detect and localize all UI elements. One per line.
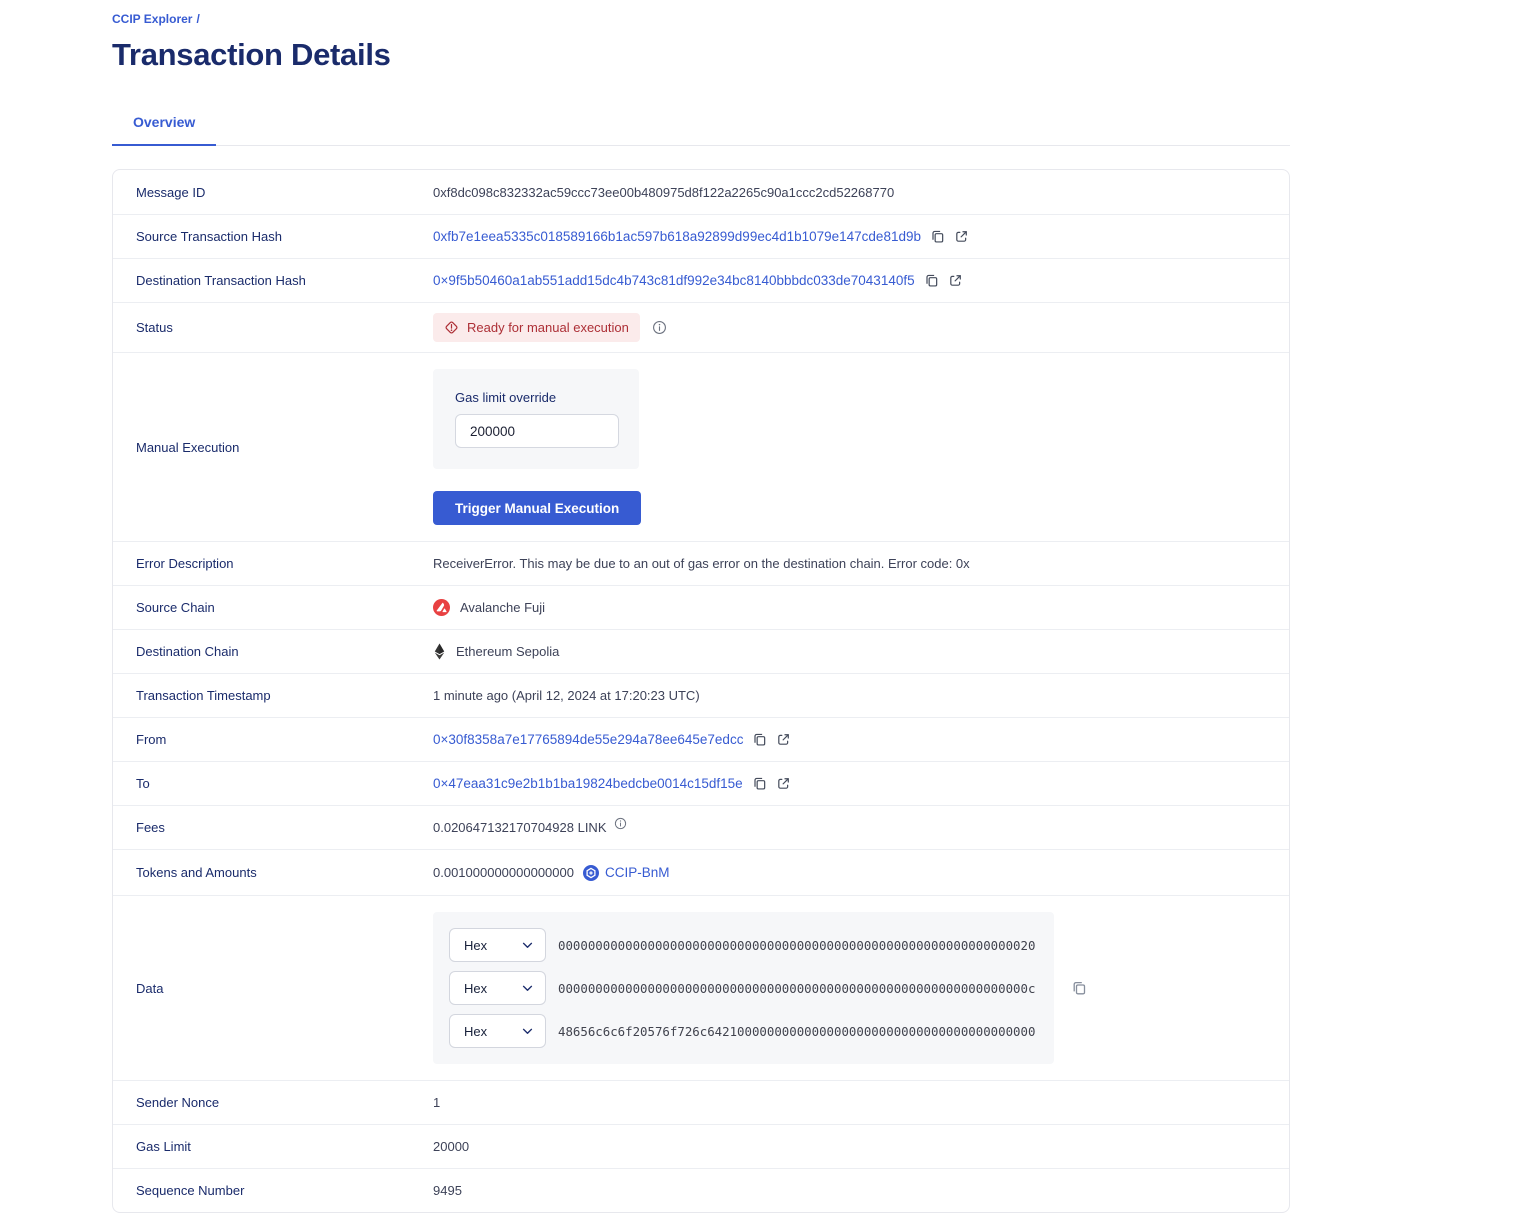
- error-description-value: ReceiverError. This may be due to an out…: [433, 556, 970, 571]
- table-row-status: Status Ready for manual execution: [113, 302, 1289, 352]
- table-row-sender-nonce: Sender Nonce 1: [113, 1080, 1289, 1124]
- copy-icon[interactable]: [752, 732, 767, 747]
- tab-overview[interactable]: Overview: [112, 114, 217, 146]
- fees-label: Fees: [136, 820, 165, 835]
- hex-format-select[interactable]: Hex: [449, 1014, 546, 1048]
- source-chain-label: Source Chain: [136, 600, 215, 615]
- to-label: To: [136, 776, 150, 791]
- table-row-transaction-timestamp: Transaction Timestamp 1 minute ago (Apri…: [113, 673, 1289, 717]
- sequence-number-label: Sequence Number: [136, 1183, 245, 1198]
- table-row-tokens-and-amounts: Tokens and Amounts 0.001000000000000000 …: [113, 849, 1289, 895]
- breadcrumb: CCIP Explorer /: [112, 12, 1290, 26]
- table-row-data: Data Hex 0000000000000000000000000000000…: [113, 895, 1289, 1080]
- ccip-bnm-token-link[interactable]: CCIP-BnM: [604, 865, 670, 880]
- table-row-source-tx-hash: Source Transaction Hash 0xfb7e1eea5335c0…: [113, 214, 1289, 258]
- data-panel: Hex 000000000000000000000000000000000000…: [433, 912, 1054, 1064]
- table-row-error-description: Error Description ReceiverError. This ma…: [113, 541, 1289, 585]
- transaction-details-page: CCIP Explorer / Transaction Details Over…: [112, 0, 1290, 1213]
- status-label: Status: [136, 320, 173, 335]
- chevron-down-icon: [522, 942, 533, 949]
- gas-limit-override-label: Gas limit override: [455, 390, 557, 405]
- avalanche-icon: [433, 599, 450, 616]
- message-id-label: Message ID: [136, 184, 206, 200]
- destination-chain-label: Destination Chain: [136, 644, 239, 659]
- hex-format-select-value: Hex: [464, 980, 488, 996]
- sequence-number-value: 9495: [433, 1183, 462, 1198]
- source-tx-hash-label: Source Transaction Hash: [136, 229, 282, 244]
- source-tx-hash-link[interactable]: 0xfb7e1eea5335c018589166b1ac597b618a9289…: [433, 229, 921, 244]
- breadcrumb-ccip-explorer-link[interactable]: CCIP Explorer: [112, 12, 193, 26]
- message-id-value: 0xf8dc098c832332ac59ccc73ee00b480975d8f1…: [433, 184, 895, 200]
- copy-icon[interactable]: [752, 776, 767, 791]
- external-link-icon[interactable]: [954, 229, 969, 244]
- ethereum-icon: [433, 643, 446, 660]
- gas-limit-override-input[interactable]: [455, 414, 619, 448]
- destination-tx-hash-link[interactable]: 0×9f5b50460a1ab551add15dc4b743c81df992e3…: [433, 273, 915, 288]
- info-icon[interactable]: [614, 817, 627, 830]
- copy-icon[interactable]: [924, 273, 939, 288]
- table-row-to: To 0×47eaa31c9e2b1b1ba19824bedcbe0014c15…: [113, 761, 1289, 805]
- hex-format-select[interactable]: Hex: [449, 971, 546, 1005]
- table-row-destination-tx-hash: Destination Transaction Hash 0×9f5b50460…: [113, 258, 1289, 302]
- breadcrumb-separator: /: [196, 12, 200, 26]
- chevron-down-icon: [522, 985, 533, 992]
- gas-limit-override-panel: Gas limit override: [433, 369, 639, 469]
- token-amount-value: 0.001000000000000000: [433, 865, 574, 880]
- manual-execution-label: Manual Execution: [136, 439, 240, 455]
- copy-icon[interactable]: [1071, 980, 1087, 996]
- sender-nonce-value: 1: [433, 1095, 441, 1110]
- gas-limit-label: Gas Limit: [136, 1139, 191, 1154]
- destination-chain-value: Ethereum Sepolia: [456, 644, 560, 659]
- chevron-down-icon: [522, 1028, 533, 1035]
- data-hex-line: 0000000000000000000000000000000000000000…: [558, 980, 1036, 996]
- table-row-gas-limit: Gas Limit 20000: [113, 1124, 1289, 1168]
- table-row-destination-chain: Destination Chain Ethereum Sepolia: [113, 629, 1289, 673]
- hex-format-select-value: Hex: [464, 1023, 488, 1039]
- external-link-icon[interactable]: [948, 273, 963, 288]
- hex-format-select[interactable]: Hex: [449, 928, 546, 962]
- from-address-link[interactable]: 0×30f8358a7e17765894de55e294a78ee645e7ed…: [433, 732, 744, 747]
- table-row-message-id: Message ID 0xf8dc098c832332ac59ccc73ee00…: [113, 170, 1289, 214]
- ccip-bnm-token-icon: [582, 864, 599, 881]
- transaction-timestamp-value: 1 minute ago (April 12, 2024 at 17:20:23…: [433, 688, 700, 703]
- data-hex-line: 0000000000000000000000000000000000000000…: [558, 937, 1036, 953]
- data-line: Hex 000000000000000000000000000000000000…: [449, 971, 1038, 1005]
- to-address-link[interactable]: 0×47eaa31c9e2b1b1ba19824bedcbe0014c15df1…: [433, 776, 743, 791]
- alert-diamond-icon: [444, 320, 459, 335]
- table-row-from: From 0×30f8358a7e17765894de55e294a78ee64…: [113, 717, 1289, 761]
- gas-limit-value: 20000: [433, 1139, 470, 1154]
- tab-bar: Overview: [112, 114, 1290, 146]
- data-line: Hex 48656c6c6f20576f726c6421000000000000…: [449, 1014, 1038, 1048]
- transaction-details-card: Message ID 0xf8dc098c832332ac59ccc73ee00…: [112, 169, 1290, 1213]
- sender-nonce-label: Sender Nonce: [136, 1095, 220, 1110]
- trigger-manual-execution-button[interactable]: Trigger Manual Execution: [433, 491, 642, 525]
- status-badge-text: Ready for manual execution: [467, 320, 629, 335]
- table-row-fees: Fees 0.020647132170704928 LINK: [113, 805, 1289, 849]
- destination-tx-hash-label: Destination Transaction Hash: [136, 273, 306, 288]
- fees-value: 0.020647132170704928 LINK: [433, 820, 607, 835]
- info-icon[interactable]: [652, 320, 667, 335]
- transaction-timestamp-label: Transaction Timestamp: [136, 688, 271, 703]
- hex-format-select-value: Hex: [464, 937, 488, 953]
- data-label: Data: [136, 980, 164, 996]
- status-badge: Ready for manual execution: [433, 313, 640, 342]
- external-link-icon[interactable]: [776, 732, 791, 747]
- source-chain-value: Avalanche Fuji: [460, 600, 546, 615]
- error-description-label: Error Description: [136, 556, 234, 571]
- external-link-icon[interactable]: [776, 776, 791, 791]
- table-row-sequence-number: Sequence Number 9495: [113, 1168, 1289, 1212]
- data-hex-line: 48656c6c6f20576f726c64210000000000000000…: [558, 1023, 1036, 1039]
- table-row-source-chain: Source Chain Avalanche Fuji: [113, 585, 1289, 629]
- tokens-and-amounts-label: Tokens and Amounts: [136, 865, 257, 880]
- copy-icon[interactable]: [930, 229, 945, 244]
- table-row-manual-execution: Manual Execution Gas limit override Trig…: [113, 352, 1289, 541]
- data-line: Hex 000000000000000000000000000000000000…: [449, 928, 1038, 962]
- from-label: From: [136, 732, 167, 747]
- page-title: Transaction Details: [112, 37, 391, 72]
